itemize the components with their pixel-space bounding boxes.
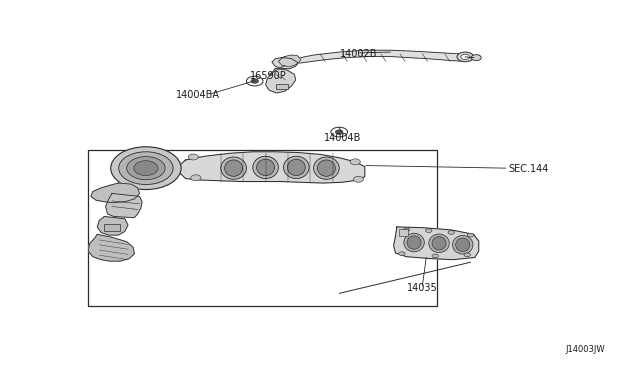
Polygon shape — [394, 227, 479, 260]
Circle shape — [461, 54, 470, 60]
Polygon shape — [272, 58, 298, 69]
Ellipse shape — [287, 159, 305, 176]
Ellipse shape — [221, 157, 246, 179]
Circle shape — [188, 154, 198, 160]
Polygon shape — [106, 193, 142, 218]
Circle shape — [191, 175, 201, 181]
Circle shape — [448, 231, 454, 234]
Ellipse shape — [225, 160, 243, 176]
Polygon shape — [97, 217, 128, 235]
Ellipse shape — [456, 238, 470, 251]
Text: 14002B: 14002B — [340, 49, 377, 59]
Ellipse shape — [257, 159, 275, 176]
Text: SEC.144: SEC.144 — [509, 164, 549, 174]
Ellipse shape — [134, 161, 158, 176]
Bar — [104, 224, 120, 231]
Bar — [399, 229, 408, 236]
Bar — [88, 150, 437, 306]
Polygon shape — [278, 55, 301, 67]
Polygon shape — [88, 234, 134, 261]
Circle shape — [467, 233, 474, 237]
Ellipse shape — [127, 157, 165, 180]
Text: J14003JW: J14003JW — [565, 345, 605, 354]
Circle shape — [350, 159, 360, 165]
Ellipse shape — [432, 237, 446, 250]
Polygon shape — [178, 152, 365, 183]
Circle shape — [432, 254, 438, 258]
Text: 14004BA: 14004BA — [177, 90, 220, 100]
Circle shape — [457, 52, 474, 62]
Circle shape — [464, 253, 470, 257]
Text: 16590P: 16590P — [250, 71, 287, 81]
Ellipse shape — [407, 236, 421, 249]
Polygon shape — [266, 68, 296, 93]
Ellipse shape — [404, 233, 424, 252]
Circle shape — [353, 176, 364, 182]
Ellipse shape — [452, 235, 473, 254]
Ellipse shape — [429, 234, 449, 253]
Ellipse shape — [111, 147, 181, 189]
Ellipse shape — [317, 160, 335, 176]
Text: 14004B: 14004B — [324, 133, 361, 142]
Circle shape — [251, 79, 259, 83]
Circle shape — [403, 228, 410, 232]
Circle shape — [426, 229, 432, 232]
Polygon shape — [291, 50, 467, 64]
Bar — [276, 84, 288, 89]
Circle shape — [331, 127, 348, 137]
Ellipse shape — [253, 156, 278, 179]
Ellipse shape — [284, 156, 309, 179]
Circle shape — [335, 130, 343, 134]
Polygon shape — [91, 183, 140, 203]
Text: 14035: 14035 — [407, 283, 438, 293]
Ellipse shape — [314, 157, 339, 179]
Circle shape — [471, 55, 481, 61]
Ellipse shape — [119, 152, 173, 185]
Circle shape — [246, 76, 263, 86]
Circle shape — [399, 252, 405, 256]
